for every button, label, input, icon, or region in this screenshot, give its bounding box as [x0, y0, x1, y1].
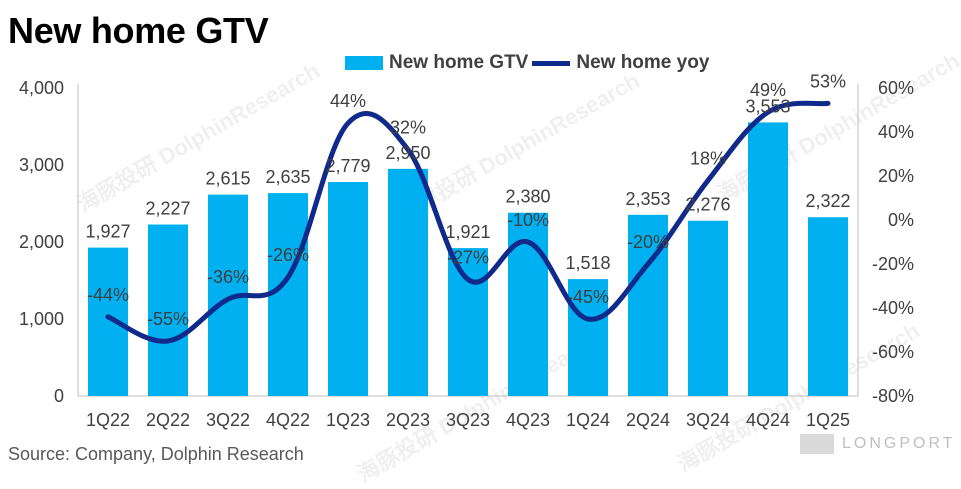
x-tick-label: 4Q22	[266, 410, 310, 430]
legend: New home GTV New home yoy	[345, 52, 713, 74]
x-tick-label: 4Q23	[506, 410, 550, 430]
y-right-tick-label: -80%	[872, 386, 914, 406]
y-right-tick-label: 60%	[878, 78, 914, 98]
y-left-tick-label: 0	[54, 386, 64, 406]
yoy-value-label: 44%	[330, 91, 366, 111]
y-right-tick-label: 40%	[878, 122, 914, 142]
x-tick-label: 1Q25	[806, 410, 850, 430]
bar-value-label: 2,227	[145, 199, 190, 219]
x-tick-label: 3Q24	[686, 410, 730, 430]
y-right-tick-label: -40%	[872, 298, 914, 318]
legend-item-yoy: New home yoy	[532, 52, 709, 74]
x-tick-label: 1Q24	[566, 410, 610, 430]
bar-value-label: 2,276	[685, 195, 730, 215]
x-tick-label: 2Q22	[146, 410, 190, 430]
bar-value-label: 2,779	[325, 156, 370, 176]
bar-value-label: 2,635	[265, 167, 310, 187]
x-tick-label: 1Q23	[326, 410, 370, 430]
bar	[268, 193, 308, 396]
y-right-tick-label: 0%	[888, 210, 914, 230]
yoy-line	[105, 100, 831, 344]
bar-value-label: 1,518	[565, 253, 610, 273]
legend-swatch-bar	[345, 56, 383, 70]
yoy-value-label: -55%	[147, 309, 189, 329]
x-tick-label: 2Q24	[626, 410, 670, 430]
y-left-tick-label: 4,000	[19, 78, 64, 98]
x-tick-label: 3Q22	[206, 410, 250, 430]
bar	[88, 247, 128, 396]
bar	[388, 168, 428, 396]
logo-text: LONGPORT	[842, 435, 956, 452]
y-left-tick-label: 2,000	[19, 232, 64, 252]
yoy-value-label: -26%	[267, 245, 309, 265]
longport-logo: LONGPORT	[800, 434, 956, 454]
bar	[148, 224, 188, 396]
yoy-value-label: -10%	[507, 210, 549, 230]
logo-mark-icon	[800, 434, 834, 454]
legend-label-yoy: New home yoy	[576, 52, 710, 73]
source-note: Source: Company, Dolphin Research	[8, 444, 304, 464]
bar-value-label: 2,950	[385, 143, 430, 163]
x-tick-label: 2Q23	[386, 410, 430, 430]
yoy-value-label: 53%	[810, 71, 846, 91]
bar-value-label: 2,380	[505, 187, 550, 207]
yoy-value-label: 49%	[750, 80, 786, 100]
yoy-value-label: -36%	[207, 267, 249, 287]
bar-value-label: 1,921	[445, 222, 490, 242]
bar-value-label: 2,322	[805, 191, 850, 211]
y-left-tick-label: 1,000	[19, 309, 64, 329]
bar-value-label: 2,615	[205, 169, 250, 189]
yoy-value-label: -44%	[87, 285, 129, 305]
bar	[808, 217, 848, 396]
yoy-value-label: -27%	[447, 247, 489, 267]
bar	[748, 122, 788, 396]
x-tick-label: 3Q23	[446, 410, 490, 430]
x-tick-label: 4Q24	[746, 410, 790, 430]
bar	[448, 248, 488, 396]
bar	[688, 220, 728, 396]
bar-value-label: 2,353	[625, 189, 670, 209]
x-tick-label: 1Q22	[86, 410, 130, 430]
y-right-tick-label: 20%	[878, 166, 914, 186]
yoy-value-label: 18%	[690, 148, 726, 168]
bar	[328, 182, 368, 396]
yoy-value-label: 32%	[390, 118, 426, 138]
chart-canvas: 0 1,000 2,000 3,000 4,000 -80% -60% -40% -20% 0% 2…	[19, 71, 914, 430]
chart-title: New home GTV	[8, 10, 269, 51]
bar	[568, 279, 608, 396]
yoy-value-label: -20%	[627, 232, 669, 252]
y-right-tick-label: -60%	[872, 342, 914, 362]
yoy-value-label: -45%	[567, 287, 609, 307]
y-right-tick-label: -20%	[872, 254, 914, 274]
bar-value-label: 3,553	[745, 96, 790, 116]
legend-item-gtv: New home GTV	[345, 52, 528, 74]
legend-label-gtv: New home GTV	[389, 52, 529, 73]
y-left-tick-label: 3,000	[19, 155, 64, 175]
bar-value-label: 1,927	[85, 222, 130, 242]
legend-swatch-line	[532, 60, 571, 66]
